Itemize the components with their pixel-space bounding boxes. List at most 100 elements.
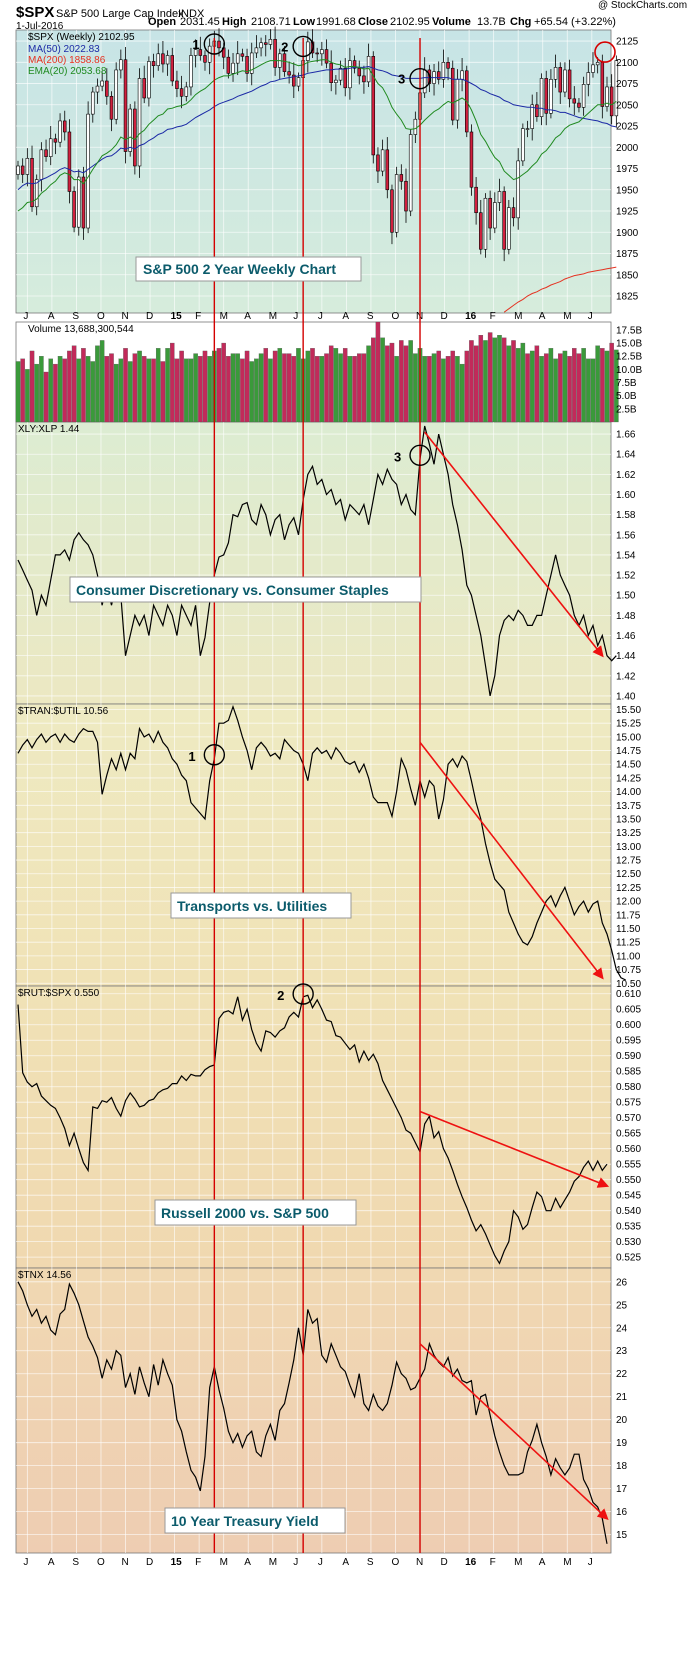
x-axis-bottom-label: D: [441, 1557, 448, 1568]
y-tick-label: 0.610: [616, 989, 641, 1000]
x-axis-bottom-label: J: [588, 1557, 593, 1568]
volume-bar: [235, 353, 240, 423]
candle-body: [67, 131, 72, 192]
y-tick-label: 1825: [616, 292, 639, 303]
x-axis-bottom-label: 15: [171, 1557, 183, 1568]
candle-body: [91, 91, 95, 115]
volume-bar: [366, 345, 371, 423]
x-axis-bottom-label: J: [23, 1557, 28, 1568]
volume-bar: [146, 358, 152, 423]
y-tick-label: 5.0B: [616, 391, 637, 402]
y-tick-label: 25: [616, 1300, 628, 1311]
volume-bar: [57, 356, 63, 423]
y-tick-label: 13.25: [616, 828, 641, 839]
latest-bar-circle: [594, 41, 616, 63]
x-axis-top-label: J: [318, 311, 323, 322]
volume-bar: [333, 348, 339, 423]
candle-body: [614, 60, 619, 117]
volume-bar: [515, 348, 521, 423]
volume-bar: [469, 340, 474, 423]
y-tick-label: 0.560: [616, 1144, 641, 1155]
candle-body: [544, 78, 548, 114]
y-tick-label: 11.50: [616, 924, 641, 935]
candle-body: [357, 67, 361, 77]
y-tick-label: 14.75: [616, 746, 641, 757]
candle-body: [34, 179, 39, 208]
candle-body: [123, 59, 128, 152]
ema20-line: [17, 59, 617, 212]
candle-body: [516, 160, 520, 219]
candle-body: [179, 88, 184, 97]
x-axis-top-label: S: [367, 311, 374, 322]
volume-bar: [15, 361, 21, 423]
y-tick-label: 1.52: [616, 571, 636, 582]
volume-bar: [450, 350, 455, 423]
volume-bar: [553, 358, 558, 423]
volume-bar: [155, 348, 161, 423]
volume-bar: [572, 348, 577, 423]
candle-body: [264, 42, 268, 45]
y-tick-label: 14.50: [616, 760, 641, 771]
y-tick-label: 14.00: [616, 787, 641, 798]
candle-body: [577, 102, 581, 108]
annotation-xly: Consumer Discretionary vs. Consumer Stap…: [76, 582, 389, 598]
x-axis-bottom-label: M: [514, 1557, 522, 1568]
volume-bar: [151, 358, 156, 423]
candle-body: [287, 71, 291, 76]
volume-bar: [581, 348, 586, 423]
low-value: 1991.68: [316, 16, 356, 28]
x-axis-top-label: J: [23, 311, 28, 322]
candle-body: [320, 49, 324, 55]
y-tick-label: 0.565: [616, 1129, 641, 1140]
x-axis-top-label: A: [342, 311, 349, 322]
volume-bar: [230, 353, 236, 423]
x-axis-bottom-label: 16: [465, 1557, 477, 1568]
x-axis-top-label: N: [122, 311, 129, 322]
y-tick-label: 2125: [616, 37, 639, 48]
x-axis-bottom-label: N: [122, 1557, 129, 1568]
y-tick-label: 20: [616, 1415, 628, 1426]
x-axis-top-label: M: [220, 311, 228, 322]
candle-body: [282, 53, 287, 72]
volume-bar: [104, 356, 110, 423]
volume-bar: [226, 356, 231, 423]
x-axis-bottom-label: J: [318, 1557, 323, 1568]
volume-bar: [347, 356, 353, 423]
candle-body: [371, 56, 376, 156]
candle-body: [184, 86, 189, 97]
high-label: High: [222, 16, 247, 28]
x-axis-bottom-label: O: [97, 1557, 105, 1568]
volume-bar: [497, 335, 502, 423]
x-axis-top-label: J: [293, 311, 298, 322]
y-tick-label: 13.00: [616, 842, 641, 853]
volume-bar: [20, 358, 25, 423]
volume-bar: [71, 345, 77, 423]
candle-body: [558, 67, 563, 93]
index-name: S&P 500 Large Cap Index: [56, 8, 184, 20]
volume-bar: [141, 356, 147, 423]
x-axis-top-label: O: [97, 311, 105, 322]
legend-ema20: EMA(20) 2053.68: [28, 66, 107, 77]
candle-body: [44, 149, 48, 157]
candle-body: [128, 108, 132, 152]
volume-bar: [324, 353, 329, 423]
candle-body: [441, 61, 446, 80]
y-tick-label: 0.550: [616, 1175, 641, 1186]
volume-bar: [291, 356, 297, 423]
y-tick-label: 15.0B: [616, 339, 642, 350]
volume-bar: [174, 358, 180, 423]
candle-body: [315, 52, 319, 55]
candle-body: [362, 75, 366, 83]
volume-bar: [464, 350, 470, 423]
candle-body: [436, 71, 441, 80]
candle-body: [572, 98, 577, 104]
volume-bar: [595, 345, 600, 423]
y-tick-label: 0.575: [616, 1098, 641, 1109]
candle-body: [86, 113, 90, 229]
x-axes: J A S O N D 15 F M A M J J A S O N D 16 F M A M J J A S O N D 15 F M A M J J…: [23, 311, 592, 1568]
candle-body: [249, 52, 254, 74]
annotation-box-xly: [69, 576, 422, 603]
candle-body: [20, 165, 25, 175]
candle-body: [376, 154, 380, 172]
x-axis-bottom-label: D: [146, 1557, 153, 1568]
